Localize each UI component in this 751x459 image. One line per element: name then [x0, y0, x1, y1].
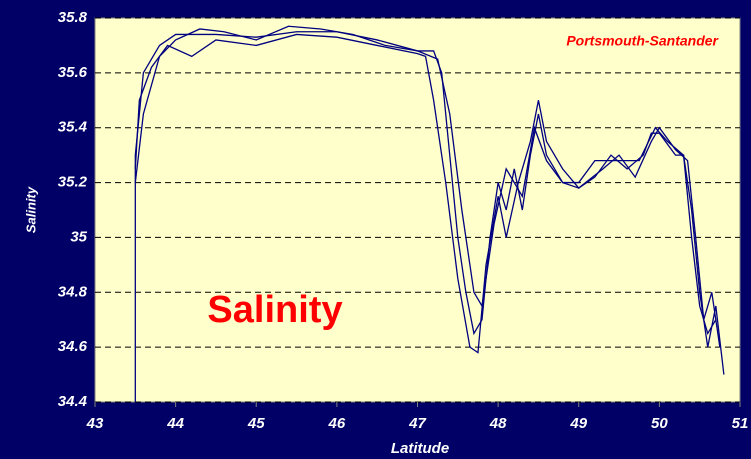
series-line [134, 33, 721, 354]
x-tick-label: 43 [86, 415, 104, 432]
y-tick-label: 34.4 [58, 393, 88, 410]
series-line [134, 31, 725, 402]
y-tick-label: 35 [70, 228, 87, 245]
annotation: Portsmouth-Santander [566, 33, 719, 49]
y-tick-label: 35.2 [58, 174, 88, 191]
x-tick-label: 51 [732, 415, 749, 432]
x-axis-label: Latitude [391, 440, 449, 457]
y-tick-label: 34.8 [58, 283, 88, 300]
plot-area [94, 17, 741, 403]
series-line [134, 25, 717, 336]
y-tick-label: 34.6 [58, 338, 88, 355]
x-tick-label: 44 [166, 415, 184, 432]
annotation: Salinity [207, 289, 342, 331]
y-tick-label: 35.6 [58, 64, 88, 81]
x-tick-label: 48 [489, 415, 507, 432]
x-tick-label: 49 [569, 415, 587, 432]
y-axis-label: Salinity [23, 186, 38, 233]
x-tick-label: 50 [651, 415, 668, 432]
x-tick-label: 45 [247, 415, 265, 432]
x-tick-label: 46 [328, 415, 346, 432]
x-tick-label: 47 [408, 415, 426, 432]
y-tick-label: 35.4 [58, 119, 88, 136]
y-tick-label: 35.8 [58, 9, 88, 26]
